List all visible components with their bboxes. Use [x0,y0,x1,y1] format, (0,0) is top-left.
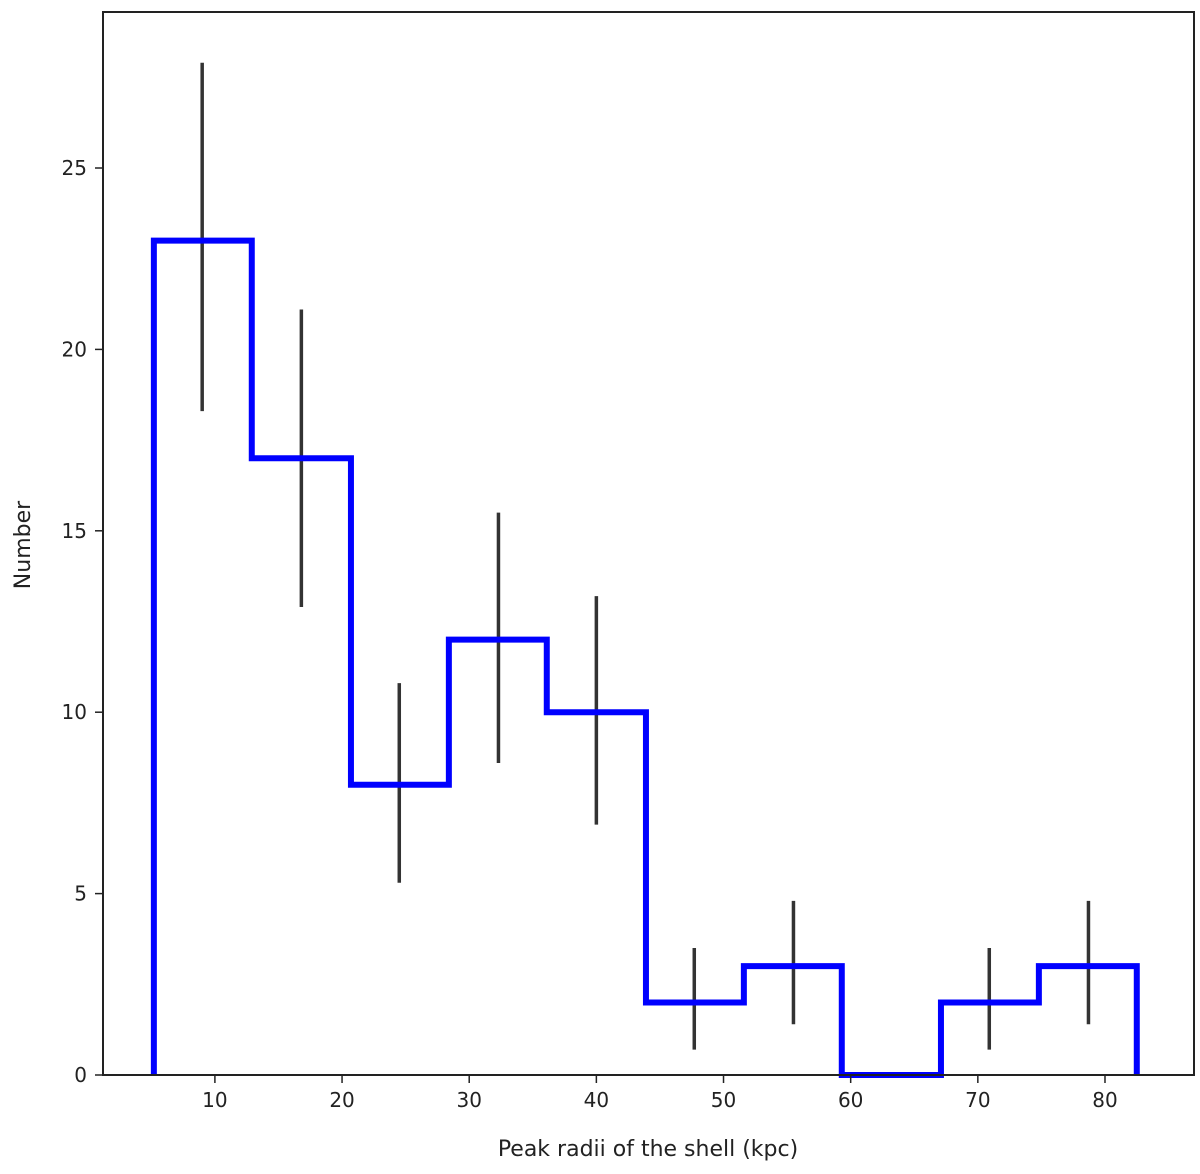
y-axis-ticks: 0 5 10 15 20 25 [62,156,103,1087]
histogram-outline [150,237,1140,1078]
y-tick-label: 5 [74,882,87,906]
x-axis-ticks: 10 20 30 40 50 60 70 80 [202,1075,1118,1112]
plot-frame [102,11,1195,1076]
histogram-bin-6 [646,1002,744,1075]
histogram-bin-4 [449,640,547,1075]
x-tick-label: 50 [711,1088,736,1112]
y-tick-label: 15 [62,519,87,543]
x-tick-label: 60 [838,1088,863,1112]
x-axis-label: Peak radii of the shell (kpc) [498,1137,798,1162]
y-axis-label: Number [11,500,36,589]
x-tick-label: 80 [1092,1088,1117,1112]
histogram-bin-3 [351,785,449,1075]
x-tick-label: 20 [329,1088,354,1112]
y-tick-label: 0 [74,1063,87,1087]
y-tick-label: 25 [62,156,87,180]
histogram-bin-7 [744,966,842,1075]
y-tick-label: 20 [62,337,87,361]
histogram-bin-1 [154,241,252,1075]
histogram-bin-9 [941,1002,1039,1075]
y-tick-label: 10 [62,700,87,724]
plot-content [150,62,1140,1078]
x-tick-label: 40 [584,1088,609,1112]
histogram-bin-5 [547,712,646,1075]
x-tick-label: 10 [202,1088,227,1112]
x-tick-label: 30 [456,1088,481,1112]
histogram-bin-2 [252,458,351,1075]
x-tick-label: 70 [965,1088,990,1112]
histogram-bin-10 [1039,966,1137,1075]
